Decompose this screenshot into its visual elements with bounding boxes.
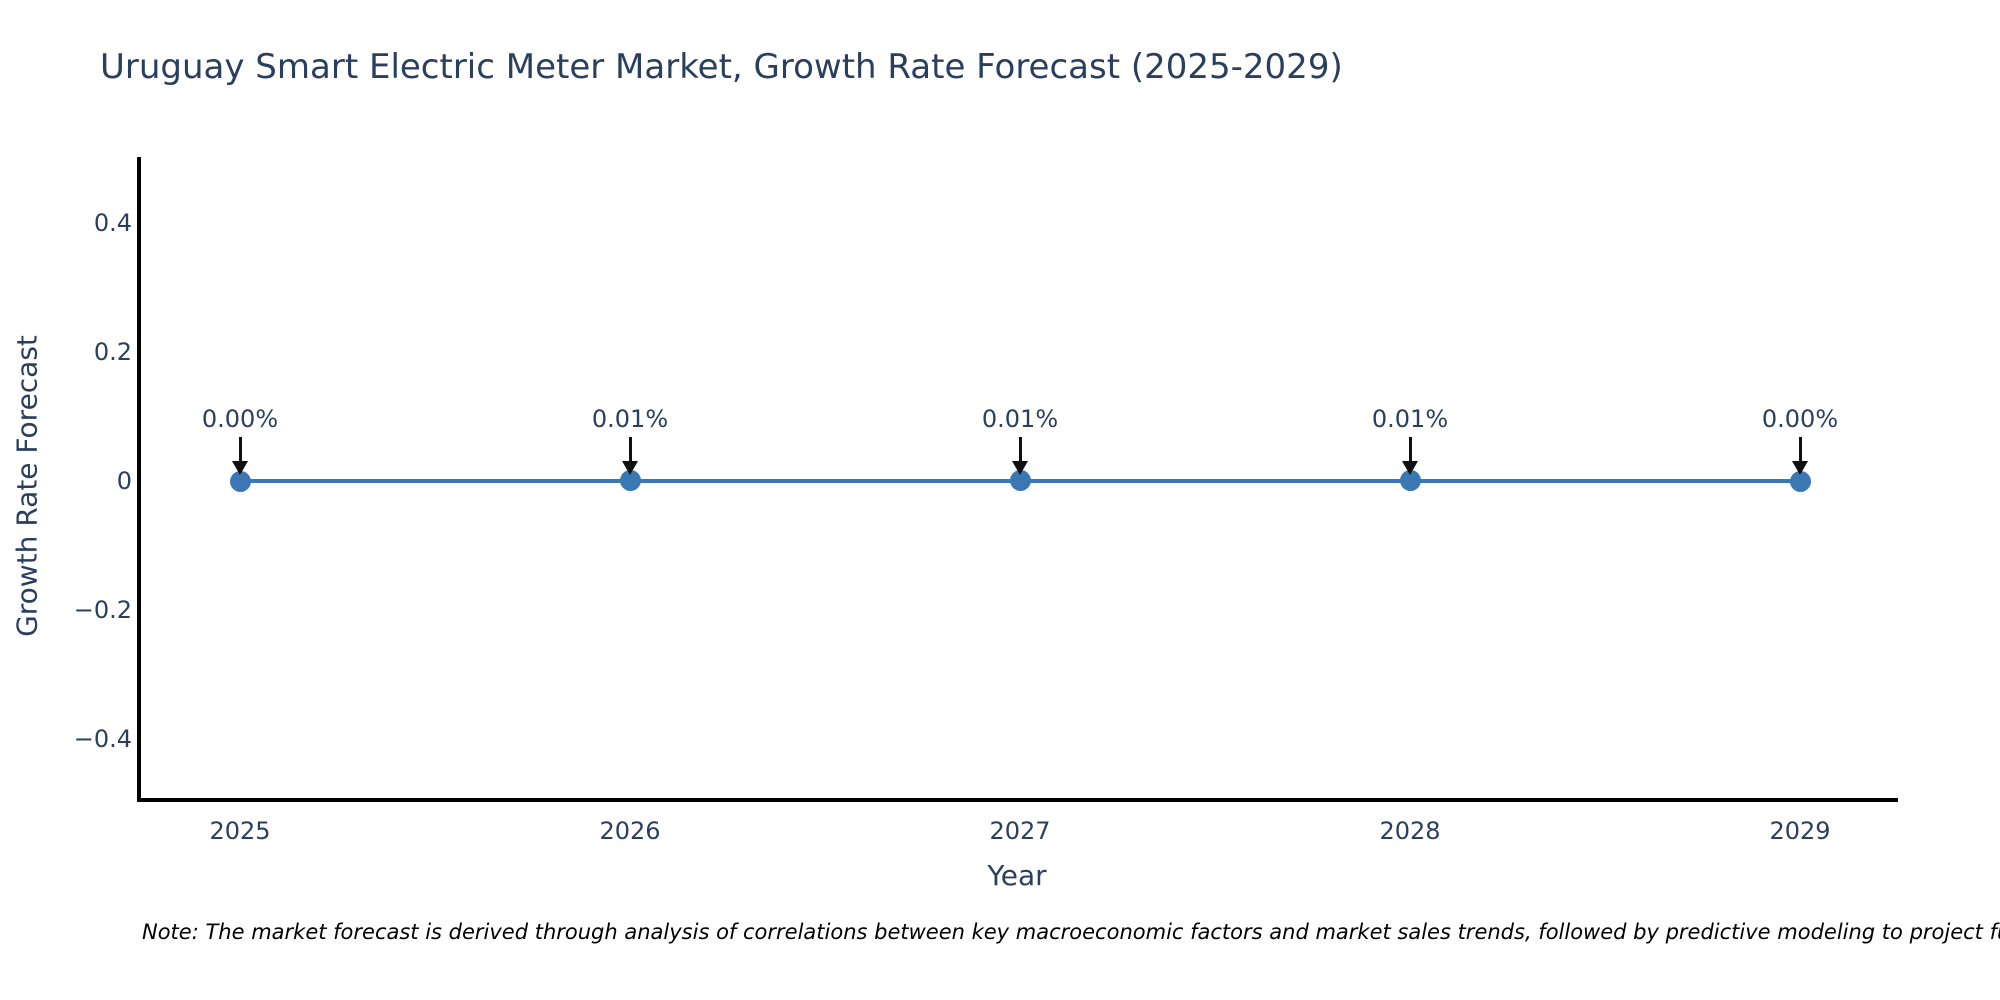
- data-point-marker: [1399, 470, 1421, 492]
- x-tick-label: 2028: [1379, 817, 1441, 845]
- x-tick-label: 2027: [989, 817, 1051, 845]
- y-tick-label: −0.2: [73, 596, 132, 624]
- annotation-arrow-head-icon: [1792, 461, 1808, 475]
- annotation-arrow-stem: [238, 437, 242, 463]
- annotation-arrow-stem: [628, 437, 632, 463]
- x-tick-label: 2029: [1769, 817, 1831, 845]
- y-tick-label: 0.4: [93, 209, 132, 237]
- annotation-arrow-head-icon: [1012, 461, 1028, 475]
- note-text: Note: The market forecast is derived thr…: [142, 920, 2000, 944]
- data-point-marker: [229, 470, 251, 492]
- data-point-marker: [1009, 470, 1031, 492]
- data-point-label: 0.00%: [201, 405, 279, 433]
- annotation-arrow-stem: [1798, 437, 1802, 463]
- x-axis-line: [137, 798, 1898, 802]
- x-tick-label: 2025: [209, 817, 271, 845]
- annotation-arrow-head-icon: [1402, 461, 1418, 475]
- annotation-arrow-stem: [1018, 437, 1022, 463]
- annotation-arrow-stem: [1408, 437, 1412, 463]
- y-axis-line: [137, 157, 141, 802]
- x-axis-title: Year: [987, 859, 1047, 892]
- y-tick-label: −0.4: [73, 725, 132, 753]
- annotation-arrow-head-icon: [622, 461, 638, 475]
- annotation-arrow-head-icon: [232, 461, 248, 475]
- data-point-label: 0.00%: [1761, 405, 1839, 433]
- data-point-label: 0.01%: [1371, 405, 1449, 433]
- data-point-marker: [1789, 470, 1811, 492]
- data-point-marker: [619, 470, 641, 492]
- data-point-label: 0.01%: [981, 405, 1059, 433]
- y-tick-label: 0: [116, 467, 132, 495]
- data-point-label: 0.01%: [591, 405, 669, 433]
- chart-title: Uruguay Smart Electric Meter Market, Gro…: [100, 47, 1343, 87]
- y-tick-label: 0.2: [93, 338, 132, 366]
- x-tick-label: 2026: [599, 817, 661, 845]
